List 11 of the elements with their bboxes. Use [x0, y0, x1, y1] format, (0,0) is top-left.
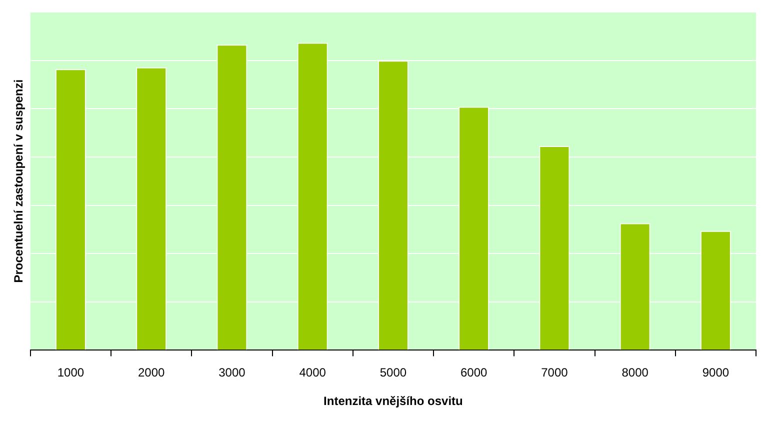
- x-tick-label: 5000: [380, 366, 407, 380]
- x-tick-label: 7000: [541, 366, 568, 380]
- x-tick-label: 8000: [622, 366, 649, 380]
- x-tick-label: 2000: [138, 366, 166, 380]
- x-tick-label: 3000: [218, 366, 246, 380]
- x-tick-label: 4000: [299, 366, 326, 380]
- x-tick-label: 6000: [460, 366, 488, 380]
- x-tick-label: 1000: [57, 366, 84, 380]
- x-tick-label: 9000: [702, 366, 730, 380]
- y-axis-title: Procentuelní zastoupení v suspenzi: [12, 79, 26, 283]
- x-axis-title: Intenzita vnějšího osvitu: [324, 394, 463, 408]
